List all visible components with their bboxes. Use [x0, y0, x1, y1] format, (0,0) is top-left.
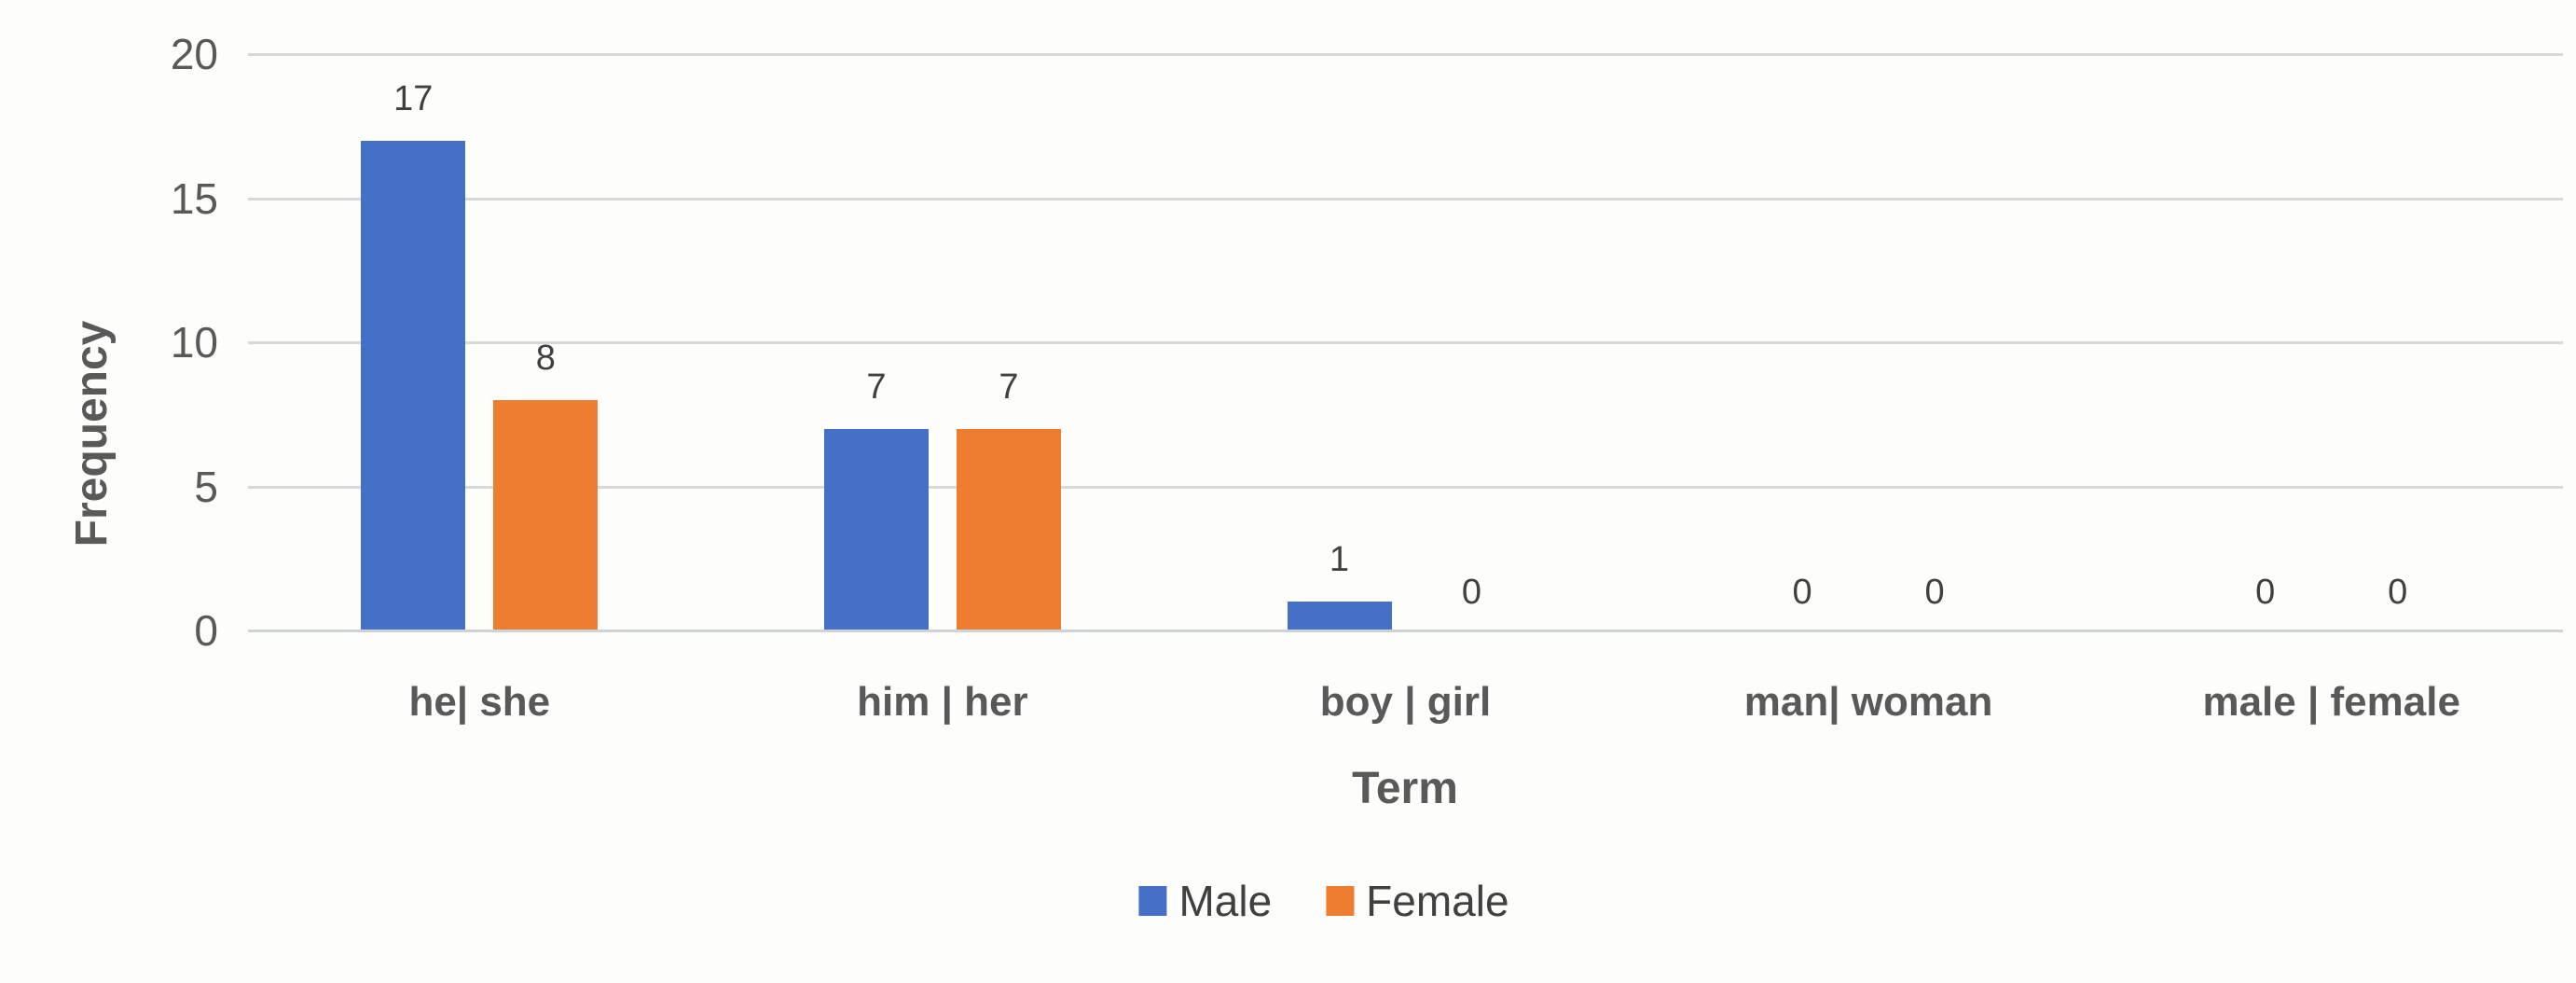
bar-female-2 [956, 428, 1061, 630]
bar-male-2 [823, 428, 929, 630]
bar-male-3 [1287, 602, 1392, 630]
data-label-female-4: 0 [1924, 573, 1945, 612]
data-label-male-2: 7 [866, 367, 887, 407]
gridline [248, 197, 2563, 201]
x-category-label-1: he| she [408, 679, 551, 725]
gridline [248, 485, 2563, 489]
y-tick-label: 15 [170, 173, 218, 223]
legend-item-female: Female [1326, 875, 1509, 927]
data-label-female-1: 8 [535, 338, 556, 378]
data-label-male-5: 0 [2255, 573, 2276, 612]
x-category-label-4: man| woman [1743, 679, 1993, 725]
bar-female-1 [493, 399, 599, 630]
legend-label-male: Male [1178, 877, 1273, 925]
legend-swatch-female [1326, 886, 1355, 916]
x-category-label-5: male | female [2202, 679, 2460, 725]
data-label-female-5: 0 [2388, 573, 2408, 612]
legend-label-female: Female [1366, 877, 1509, 925]
y-tick-label: 20 [170, 30, 218, 78]
y-tick-label: 0 [194, 606, 218, 655]
x-category-label-3: boy | girl [1319, 679, 1492, 725]
legend-item-male: Male [1138, 875, 1272, 927]
bar-male-1 [361, 140, 466, 630]
gridline [248, 53, 2563, 56]
data-label-female-2: 7 [999, 367, 1019, 407]
data-label-female-3: 0 [1461, 573, 1482, 612]
y-tick-label: 10 [170, 318, 218, 367]
data-label-male-4: 0 [1792, 573, 1812, 612]
data-label-male-1: 17 [393, 78, 434, 118]
x-axis-title: Term [1352, 764, 1458, 813]
legend: Male Female [1138, 873, 1509, 929]
x-category-label-2: him | her [857, 679, 1028, 725]
x-axis-baseline [248, 630, 2563, 632]
gridline [248, 341, 2563, 344]
legend-swatch-male [1138, 886, 1167, 916]
data-label-male-3: 1 [1329, 540, 1350, 580]
y-tick-label: 5 [194, 462, 218, 511]
